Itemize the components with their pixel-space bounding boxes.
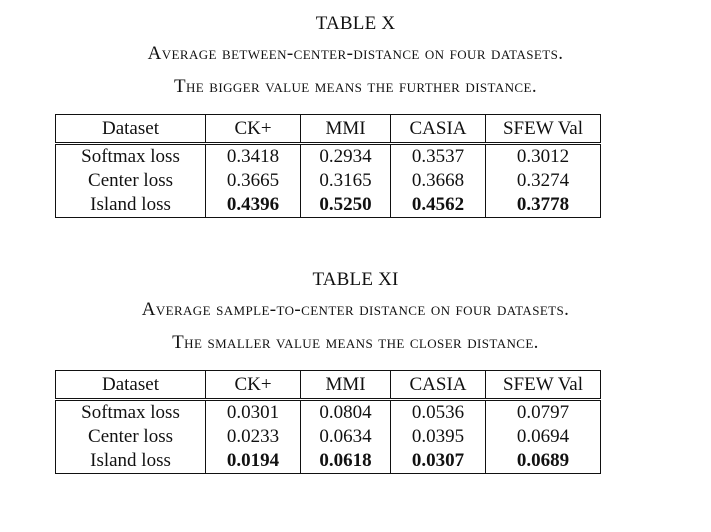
row-name: Center loss [55,169,206,193]
table-header-row: Dataset CK+ MMI CASIA SFEW Val [55,370,601,400]
cell-value: 0.3418 [205,142,301,169]
table-x-block: TABLE X Average between-center-distance … [0,12,711,218]
table-row: Softmax loss 0.3418 0.2934 0.3537 0.3012 [55,142,601,169]
header-ck-plus: CK+ [205,370,301,400]
header-casia: CASIA [390,114,486,144]
cell-value-best: 0.4562 [390,193,486,218]
table-label: TABLE X [315,13,396,34]
header-mmi: MMI [300,114,391,144]
cell-value: 0.0634 [300,425,391,449]
table-row: Center loss 0.3665 0.3165 0.3668 0.3274 [55,169,601,193]
results-table: Dataset CK+ MMI CASIA SFEW Val Softmax l… [55,370,601,474]
cell-value: 0.0395 [390,425,486,449]
cell-value: 0.3165 [300,169,391,193]
table-header-row: Dataset CK+ MMI CASIA SFEW Val [55,114,601,144]
cell-value: 0.0797 [485,398,601,425]
cell-value: 0.3668 [390,169,486,193]
cell-value: 0.0301 [205,398,301,425]
row-name: Center loss [55,425,206,449]
cell-value-best: 0.0194 [205,449,301,474]
table-caption-line-1: Average sample-to-center distance on fou… [141,299,570,320]
table-row: Center loss 0.0233 0.0634 0.0395 0.0694 [55,425,601,449]
cell-value-best: 0.0307 [390,449,486,474]
header-casia: CASIA [390,370,486,400]
cell-value: 0.2934 [300,142,391,169]
table-row: Softmax loss 0.0301 0.0804 0.0536 0.0797 [55,398,601,425]
cell-value: 0.0233 [205,425,301,449]
cell-value: 0.3274 [485,169,601,193]
header-sfew-val: SFEW Val [485,370,601,400]
row-name: Softmax loss [55,398,206,425]
cell-value-best: 0.4396 [205,193,301,218]
cell-value-best: 0.5250 [300,193,391,218]
header-dataset: Dataset [55,114,206,144]
row-name: Island loss [55,193,206,218]
cell-value: 0.3665 [205,169,301,193]
cell-value: 0.3537 [390,142,486,169]
row-name: Island loss [55,449,206,474]
table-row: Island loss 0.4396 0.5250 0.4562 0.3778 [55,193,601,218]
cell-value: 0.0804 [300,398,391,425]
row-name: Softmax loss [55,142,206,169]
cell-value: 0.3012 [485,142,601,169]
cell-value-best: 0.0618 [300,449,391,474]
cell-value: 0.0536 [390,398,486,425]
header-dataset: Dataset [55,370,206,400]
table-caption-line-1: Average between-center-distance on four … [147,43,564,64]
header-mmi: MMI [300,370,391,400]
header-ck-plus: CK+ [205,114,301,144]
results-table: Dataset CK+ MMI CASIA SFEW Val Softmax l… [55,114,601,218]
table-xi-block: TABLE XI Average sample-to-center distan… [0,268,711,474]
cell-value-best: 0.0689 [485,449,601,474]
table-caption-line-2: The smaller value means the closer dista… [172,332,539,353]
cell-value-best: 0.3778 [485,193,601,218]
table-row: Island loss 0.0194 0.0618 0.0307 0.0689 [55,449,601,474]
cell-value: 0.0694 [485,425,601,449]
table-caption-line-2: The bigger value means the further dista… [173,76,537,97]
table-label: TABLE XI [312,269,399,290]
header-sfew-val: SFEW Val [485,114,601,144]
